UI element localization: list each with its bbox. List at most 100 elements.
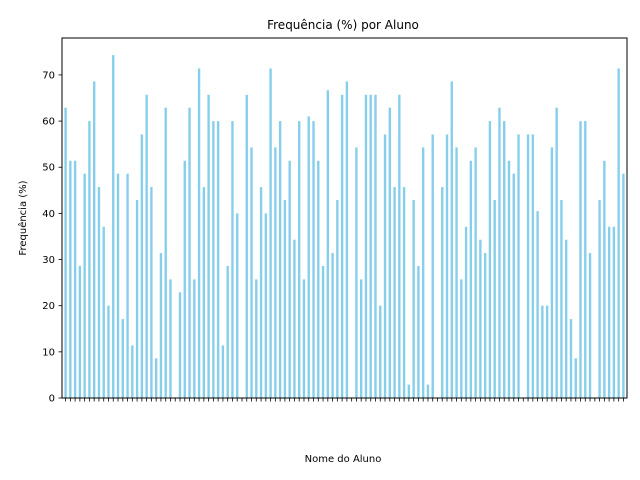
x-axis-label: Nome do Aluno (305, 454, 382, 465)
bar-72 (407, 384, 411, 398)
bar-99 (536, 211, 539, 398)
y-ticks-group: 0 10 20 30 40 50 60 70 (42, 70, 62, 405)
bar-48 (293, 239, 296, 398)
bar-77 (431, 134, 434, 398)
bar-33 (221, 345, 225, 398)
bar-16 (140, 134, 144, 398)
bar-110 (588, 253, 592, 398)
bar-73 (412, 200, 415, 398)
bar-97 (526, 134, 530, 398)
bar-14 (131, 345, 134, 398)
bar-46 (283, 200, 287, 398)
bar-65 (374, 94, 377, 399)
bar-7 (97, 187, 101, 398)
bar-104 (560, 200, 563, 398)
bar-67 (383, 134, 387, 398)
bar-68 (388, 107, 391, 398)
bar-42 (264, 213, 268, 398)
bar-70 (398, 94, 401, 399)
bar-0 (64, 107, 67, 398)
bar-113 (603, 160, 606, 398)
bar-82 (455, 147, 458, 398)
bar-117 (622, 173, 625, 398)
bar-2 (73, 160, 77, 398)
bar-31 (212, 121, 215, 399)
y-axis-label: Frequência (%) (17, 180, 29, 255)
bar-6 (92, 81, 96, 398)
bar-88 (483, 253, 487, 398)
bar-38 (245, 94, 248, 399)
y-tick-label-5: 50 (42, 163, 55, 174)
bar-86 (474, 147, 477, 398)
bar-24 (178, 292, 182, 398)
y-tick-label-7: 70 (42, 70, 55, 81)
bar-36 (236, 213, 239, 398)
bar-49 (298, 121, 301, 399)
bar-10 (112, 55, 115, 398)
bar-39 (250, 147, 253, 398)
bar-90 (493, 200, 496, 398)
bar-107 (574, 358, 577, 398)
bar-54 (321, 266, 325, 398)
bar-29 (202, 187, 206, 398)
bar-51 (307, 116, 310, 398)
bar-8 (102, 226, 105, 398)
bar-83 (460, 279, 463, 398)
bar-91 (498, 107, 501, 398)
bar-80 (445, 134, 449, 398)
plot-frame (61, 37, 628, 399)
bar-30 (207, 94, 210, 399)
bar-84 (464, 226, 468, 398)
bar-114 (607, 226, 611, 398)
bar-35 (231, 121, 234, 399)
bar-93 (507, 160, 511, 398)
bar-43 (269, 68, 272, 398)
bar-62 (359, 279, 363, 398)
bar-4 (83, 173, 86, 398)
bar-34 (226, 266, 229, 398)
bar-57 (336, 200, 339, 398)
bar-109 (584, 121, 587, 399)
bar-103 (555, 107, 558, 398)
bar-116 (617, 68, 620, 398)
bar-66 (379, 305, 382, 398)
bar-81 (450, 81, 453, 398)
bar-106 (569, 319, 573, 398)
y-tick-label-0: 0 (49, 394, 55, 405)
bar-12 (121, 319, 124, 398)
bar-105 (565, 239, 568, 398)
bar-95 (517, 134, 520, 398)
bars-group (64, 55, 625, 399)
bar-32 (216, 121, 220, 399)
bar-115 (612, 226, 616, 398)
bar-45 (278, 121, 282, 399)
bar-102 (550, 147, 554, 398)
bar-89 (488, 121, 492, 399)
bar-17 (145, 94, 148, 399)
y-tick-label-4: 40 (42, 209, 55, 220)
bar-28 (197, 68, 201, 398)
bar-26 (188, 107, 191, 398)
bar-47 (288, 160, 291, 398)
bar-71 (402, 187, 406, 398)
bar-50 (302, 279, 306, 398)
bar-61 (355, 147, 358, 398)
bar-41 (259, 187, 263, 398)
bar-9 (107, 305, 110, 398)
bar-98 (531, 134, 535, 398)
bar-75 (421, 147, 425, 398)
bar-15 (135, 200, 139, 398)
bar-20 (159, 253, 163, 398)
bar-56 (331, 253, 334, 398)
bar-11 (116, 173, 120, 398)
bar-1 (69, 160, 72, 398)
y-tick-label-3: 30 (42, 255, 55, 266)
bar-40 (255, 279, 258, 398)
bar-85 (469, 160, 473, 398)
bar-94 (512, 173, 515, 398)
bar-69 (393, 187, 396, 398)
chart-title: Frequência (%) por Aluno (267, 18, 419, 32)
bar-19 (154, 358, 158, 398)
bar-3 (78, 266, 82, 398)
